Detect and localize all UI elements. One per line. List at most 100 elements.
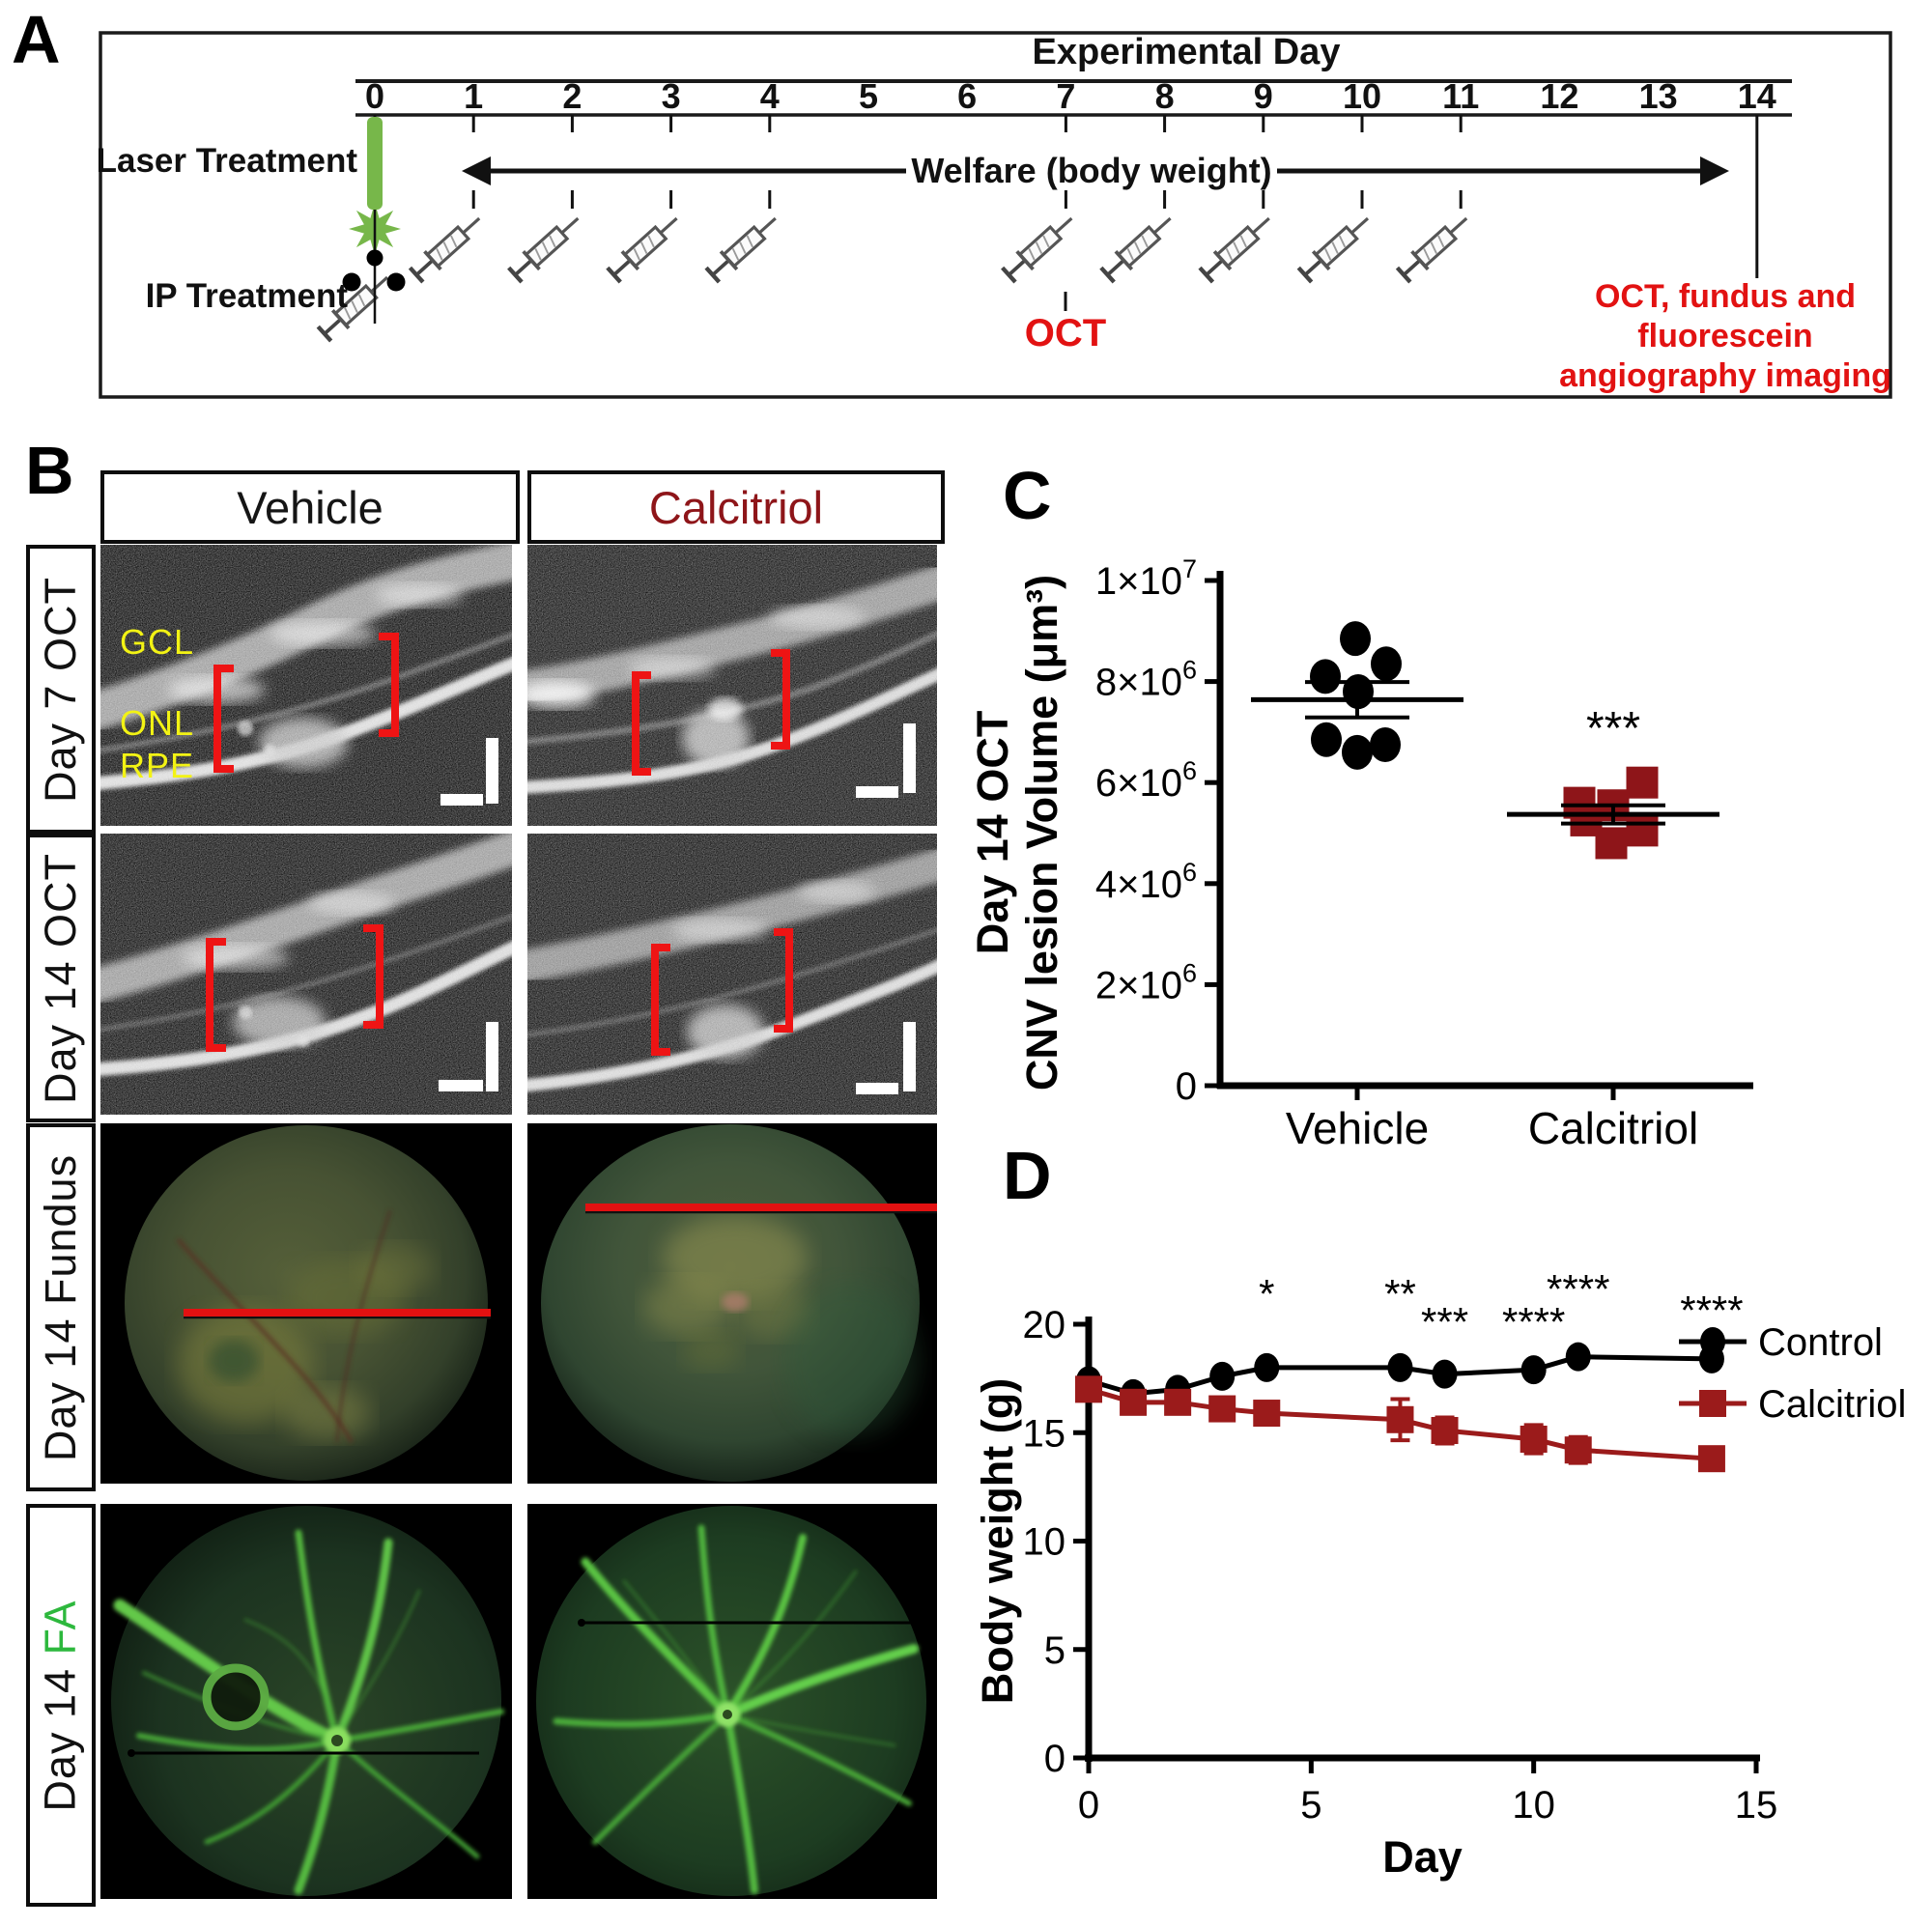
c-category-label: Calcitriol xyxy=(1528,1103,1698,1153)
c-point-vehicle xyxy=(1310,659,1341,694)
lesion-bracket-right xyxy=(379,633,399,737)
day14-imaging-label-line1: OCT, fundus and xyxy=(1595,278,1856,315)
ip-treatment-label: IP Treatment xyxy=(146,277,349,315)
d-marker-control xyxy=(1520,1355,1547,1385)
d-xtick-label: 15 xyxy=(1735,1784,1778,1827)
timeline-day-label: 4 xyxy=(760,76,780,116)
c-ytick-label: 4×106 xyxy=(1095,858,1197,906)
d-marker-calcitriol xyxy=(1697,1445,1725,1473)
row-header-day14-oct: Day 14 OCT xyxy=(26,834,96,1122)
chart-cnv-lesion-volume: 0 2×106 4×106 6×106 8×106 1×107 Day 14 OCT CNV … xyxy=(968,554,1753,1153)
laser-beam-icon xyxy=(367,117,383,210)
c-y-axis-title: Day 14 OCT xyxy=(968,711,1017,955)
lesion-bracket-left xyxy=(206,938,226,1052)
d-ytick-label: 10 xyxy=(1023,1521,1066,1564)
d-marker-calcitriol xyxy=(1120,1388,1148,1416)
scale-bar-horizontal xyxy=(856,1083,898,1094)
row-header-day14-fundus: Day 14 Fundus xyxy=(26,1123,96,1491)
timeline-dynamic: 0 1 2 3 4 5 6 7 8 9 10 11 12 13 14 xyxy=(317,76,1776,343)
d-y-axis-title: Body weight (g) xyxy=(973,1378,1022,1704)
timeline-day-label: 12 xyxy=(1540,76,1578,116)
timeline-day-label: 8 xyxy=(1155,76,1175,116)
scale-bar-horizontal xyxy=(856,786,898,798)
c-ytick-label: 0 xyxy=(1176,1065,1197,1108)
c-point-vehicle xyxy=(1311,722,1342,757)
panel-letter-c: C xyxy=(1003,458,1052,533)
d-significance-star: **** xyxy=(1680,1288,1743,1333)
laser-spot-dot xyxy=(342,272,361,292)
scale-bar-vertical xyxy=(486,738,498,804)
column-header-vehicle: Vehicle xyxy=(100,470,520,544)
c-ytick-label: 8×106 xyxy=(1095,656,1197,704)
d-marker-control xyxy=(1254,1352,1280,1382)
d-ytick-label: 15 xyxy=(1023,1412,1066,1455)
fundus-image-day14-calcitriol xyxy=(527,1123,937,1484)
oct-image-day7-calcitriol xyxy=(527,545,937,826)
d-significance-star: *** xyxy=(1421,1299,1468,1345)
d-xtick-label: 10 xyxy=(1512,1784,1555,1827)
timeline-day-label: 13 xyxy=(1639,76,1678,116)
rpe-layer-label: RPE xyxy=(120,746,195,785)
d-marker-calcitriol xyxy=(1075,1375,1102,1403)
fundus-image-day14-vehicle xyxy=(100,1123,512,1484)
timeline-day-label: 9 xyxy=(1254,76,1273,116)
laser-spot-dot xyxy=(386,272,406,292)
d-marker-control xyxy=(1432,1359,1458,1389)
timeline-day-label: 2 xyxy=(562,76,582,116)
timeline-day-label: 0 xyxy=(365,76,384,116)
oct-image-day14-vehicle xyxy=(100,834,512,1115)
c-category-label: Vehicle xyxy=(1286,1103,1429,1153)
lesion-bracket-left xyxy=(632,671,651,776)
gcl-layer-label: GCL xyxy=(120,622,195,662)
lesion-bracket-right xyxy=(363,924,384,1029)
section-line-red xyxy=(184,1309,491,1317)
d-marker-calcitriol xyxy=(1386,1405,1414,1433)
d-legend-label-control: Control xyxy=(1758,1321,1883,1364)
c-point-vehicle xyxy=(1370,726,1401,762)
c-point-vehicle xyxy=(1342,734,1373,770)
timeline-border xyxy=(99,31,1892,399)
c-ytick-label: 6×106 xyxy=(1095,756,1197,805)
d-legend-marker-control xyxy=(1700,1327,1725,1356)
d-significance-star: ** xyxy=(1384,1271,1416,1317)
d-xtick-label: 0 xyxy=(1078,1784,1099,1827)
c-point-calcitriol xyxy=(1626,766,1659,799)
d-ytick-label: 20 xyxy=(1023,1304,1066,1346)
scale-bar-horizontal xyxy=(440,794,483,806)
d-legend-marker-calcitriol xyxy=(1699,1390,1726,1417)
row-header-day14-fa: Day 14 FA xyxy=(26,1504,96,1907)
cnv-ring-lesion xyxy=(202,1663,270,1731)
d-significance-star: **** xyxy=(1502,1299,1565,1345)
timeline-day-label: 7 xyxy=(1056,76,1075,116)
timeline-day-label: 5 xyxy=(859,76,878,116)
section-line-red xyxy=(585,1204,937,1211)
scale-bar-vertical xyxy=(903,723,916,793)
timeline-day-label: 3 xyxy=(662,76,681,116)
c-point-calcitriol xyxy=(1626,814,1659,847)
fa-image-day14-calcitriol xyxy=(527,1504,937,1899)
lesion-bracket-left xyxy=(213,665,234,773)
onl-layer-label: ONL xyxy=(120,703,195,743)
d-marker-calcitriol xyxy=(1564,1436,1592,1464)
d-marker-calcitriol xyxy=(1520,1425,1548,1453)
d-marker-calcitriol xyxy=(1253,1400,1281,1428)
d-ytick-label: 5 xyxy=(1044,1629,1065,1672)
c-ytick-label: 2×106 xyxy=(1095,958,1197,1006)
oct-image-day14-calcitriol xyxy=(527,834,937,1115)
column-header-calcitriol: Calcitriol xyxy=(527,470,945,544)
panel-a-timeline: Experimental Day 0 1 2 3 4 5 6 7 8 9 10 11 12 13 14 La… xyxy=(97,31,1892,399)
d-legend-label-calcitriol: Calcitriol xyxy=(1758,1383,1906,1426)
laser-treatment-label: Laser Treatment xyxy=(97,142,358,180)
d-significance-star: **** xyxy=(1547,1266,1609,1312)
d-marker-calcitriol xyxy=(1431,1417,1459,1445)
c-significance: *** xyxy=(1586,703,1640,754)
d-marker-control xyxy=(1209,1361,1236,1391)
d-marker-control xyxy=(1565,1342,1591,1372)
row-header-day7-oct: Day 7 OCT xyxy=(26,545,96,834)
timeline-day-label: 10 xyxy=(1343,76,1381,116)
d-line-calcitriol xyxy=(1088,1386,1713,1461)
d-significance-star: * xyxy=(1259,1271,1274,1317)
day14-imaging-label-line2: fluorescein xyxy=(1637,318,1812,354)
